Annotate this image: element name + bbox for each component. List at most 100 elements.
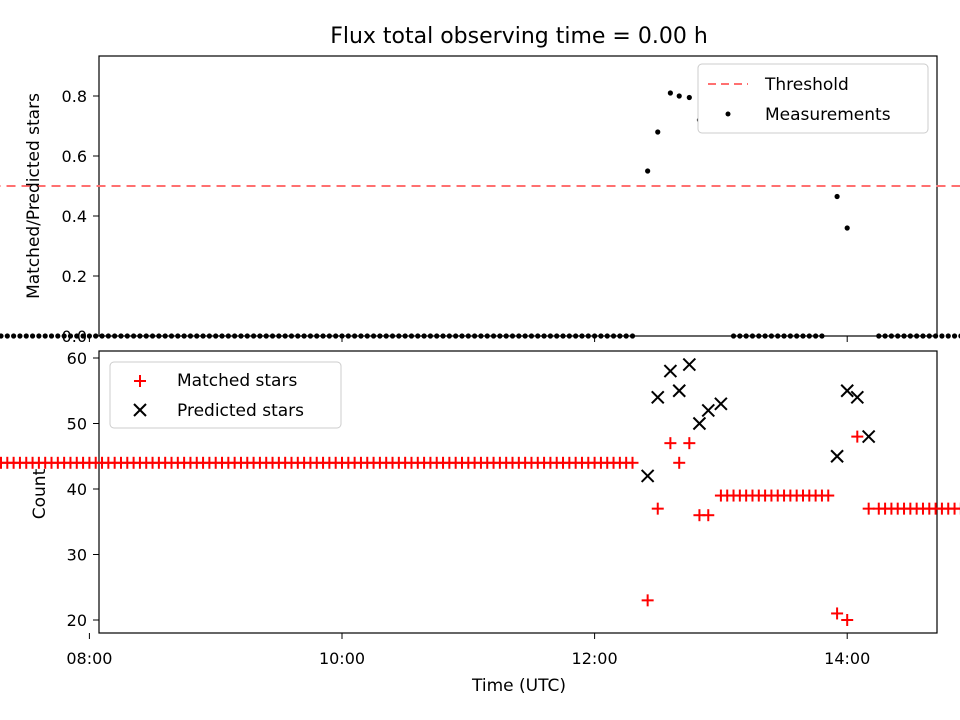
measurement-point	[585, 333, 591, 339]
measurement-point	[181, 333, 187, 339]
predicted-point	[830, 449, 844, 463]
measurement-point	[175, 333, 181, 339]
measurement-point	[939, 333, 945, 339]
measurement-point	[667, 90, 673, 96]
measurement-point	[749, 333, 756, 339]
measurement-point	[434, 333, 440, 339]
measurement-point	[99, 333, 105, 339]
measurement-point	[547, 333, 553, 339]
measurement-point	[465, 333, 471, 339]
measurement-point	[737, 333, 743, 339]
measurement-point	[516, 333, 522, 339]
matched-point	[651, 502, 664, 515]
matched-point	[702, 509, 715, 522]
x-axis-label: Time (UTC)	[471, 676, 566, 696]
predicted-point	[850, 390, 865, 405]
measurement-point	[617, 333, 623, 339]
bottom-axes-frame	[98, 350, 938, 634]
measurement-point	[415, 333, 421, 339]
measurement-point	[573, 333, 579, 339]
top-y-tick-label: 0.2	[62, 267, 87, 286]
measurement-point	[162, 333, 168, 339]
measurement-point	[876, 333, 882, 339]
measurement-point	[914, 333, 920, 339]
measurement-point	[768, 333, 775, 339]
measurement-point	[775, 333, 781, 339]
measurement-point	[345, 333, 351, 339]
measurement-point	[131, 333, 137, 339]
matched-point	[664, 437, 677, 450]
measurement-point	[446, 333, 452, 339]
measurement-point	[288, 333, 295, 339]
top-legend: Threshold Measurements	[697, 63, 929, 134]
measurement-point	[645, 168, 651, 174]
measurement-point	[888, 333, 895, 339]
measurement-point	[756, 333, 762, 339]
bottom-legend-box	[109, 361, 342, 429]
top-legend-box	[697, 63, 929, 134]
measurement-point	[813, 333, 819, 339]
measurement-point	[156, 333, 162, 339]
measurement-point	[579, 333, 585, 339]
legend-threshold-label: Threshold	[764, 75, 849, 95]
predicted-point	[701, 403, 715, 418]
measurement-point	[882, 333, 888, 339]
measurement-point	[0, 333, 4, 339]
measurement-point	[225, 333, 231, 339]
measurement-point	[124, 333, 130, 339]
measurement-point	[503, 333, 509, 339]
measurement-point	[484, 333, 490, 339]
measurement-point	[383, 333, 389, 339]
matched-point	[822, 489, 835, 502]
bottom-points	[0, 357, 960, 626]
measurement-point	[301, 333, 307, 339]
chart-title: Flux total observing time = 0.00 h	[330, 24, 708, 49]
matched-point	[954, 502, 960, 515]
measurement-point	[55, 333, 61, 339]
measurement-point	[541, 333, 547, 339]
measurement-point	[17, 333, 23, 339]
measurement-point	[269, 333, 276, 339]
measurement-point	[794, 333, 800, 339]
measurement-point	[762, 333, 768, 339]
predicted-point	[861, 429, 876, 444]
measurement-point	[352, 333, 358, 339]
bottom-y-tick-label: 60	[67, 349, 87, 368]
measurement-point	[528, 333, 535, 339]
measurement-point	[478, 333, 484, 339]
bottom-y-tick-label: 30	[67, 546, 87, 565]
measurement-point	[118, 333, 124, 339]
measurement-point	[920, 333, 926, 339]
measurement-point	[951, 333, 958, 339]
measurement-point	[604, 333, 610, 339]
measurement-point	[244, 333, 250, 339]
bottom-y-tick-label: 50	[67, 415, 87, 434]
matched-point	[831, 607, 844, 620]
measurement-point	[200, 333, 206, 339]
measurement-point	[48, 333, 55, 339]
measurement-point	[655, 129, 661, 135]
legend-matched-marker	[134, 375, 146, 387]
measurement-point	[74, 333, 80, 339]
predicted-point	[692, 416, 707, 431]
measurement-point	[232, 333, 238, 339]
measurement-point	[592, 333, 598, 339]
measurement-point	[895, 333, 901, 339]
measurement-point	[806, 333, 812, 339]
measurement-point	[276, 333, 282, 339]
measurement-point	[509, 333, 516, 339]
measurement-point	[800, 333, 806, 339]
measurement-point	[194, 333, 200, 339]
predicted-point	[672, 384, 686, 398]
measurement-point	[143, 333, 149, 339]
bottom-y-tick-label: 20	[67, 611, 87, 630]
top-y-tick-label: 0.8	[62, 87, 87, 106]
measurement-point	[4, 333, 10, 339]
measurement-point	[535, 333, 541, 339]
measurement-point	[42, 333, 48, 339]
top-y-tick-label: 0.6	[62, 147, 87, 166]
measurement-point	[834, 193, 840, 200]
measurement-point	[364, 333, 370, 339]
measurement-point	[333, 333, 339, 339]
